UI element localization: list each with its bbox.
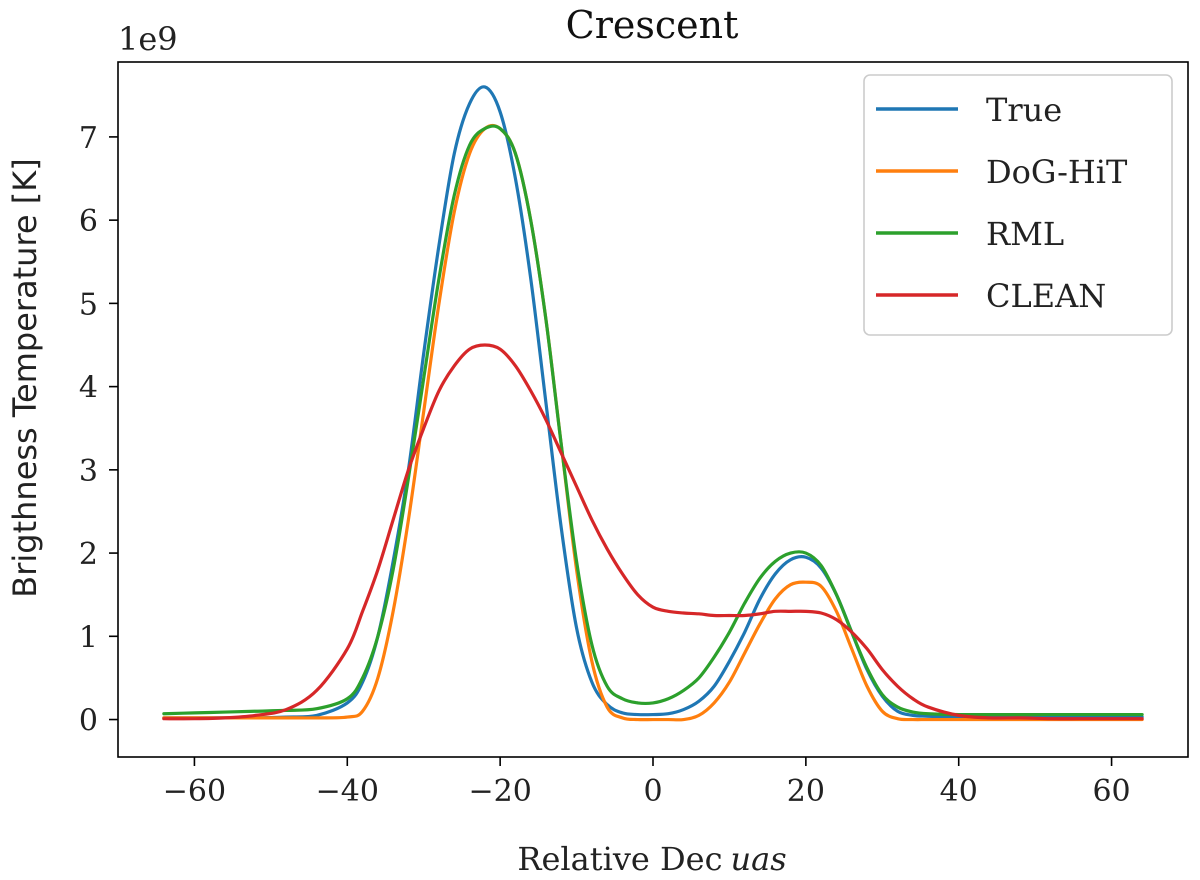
legend-label-dog-hit: DoG-HiT (986, 153, 1128, 191)
series-line-rml (162, 124, 1144, 717)
y-tick-label: 5 (79, 287, 98, 322)
x-tick-label: −60 (163, 774, 226, 809)
legend: True DoG-HiT RML CLEAN (863, 74, 1173, 336)
y-tick-label: 0 (79, 704, 98, 739)
y-axis: 0 1 2 3 4 5 6 7 (79, 121, 118, 739)
y-tick-label: 1 (79, 620, 98, 655)
legend-label-true: True (986, 91, 1062, 129)
y-tick-label: 6 (79, 204, 98, 239)
legend-label-rml: RML (986, 215, 1064, 253)
plot-lines (162, 85, 1144, 722)
x-axis-label-unit: uas (731, 840, 787, 878)
y-tick-label: 3 (79, 454, 98, 489)
y-tick-label: 2 (79, 537, 98, 572)
series-line-dog-hit (162, 123, 1144, 722)
x-tick-label: 0 (643, 774, 662, 809)
x-axis: −60 −40 −20 0 20 40 60 (163, 757, 1131, 809)
x-tick-label: −40 (316, 774, 379, 809)
legend-box (863, 74, 1173, 336)
x-tick-label: −20 (468, 774, 531, 809)
y-tick-label: 7 (79, 121, 98, 156)
legend-label-clean: CLEAN (986, 277, 1106, 315)
series-line-clean (162, 343, 1144, 721)
x-tick-label: 40 (940, 774, 978, 809)
x-axis-label: Relative Dec uas (517, 840, 786, 878)
y-axis-label: Brigthness Temperature [K] (6, 158, 44, 597)
y-axis-multiplier: 1e9 (118, 20, 178, 58)
x-tick-label: 60 (1092, 774, 1130, 809)
x-tick-label: 20 (787, 774, 825, 809)
y-tick-label: 4 (79, 371, 98, 406)
chart-title: Crescent (566, 3, 739, 47)
x-axis-label-text: Relative Dec (517, 840, 722, 878)
